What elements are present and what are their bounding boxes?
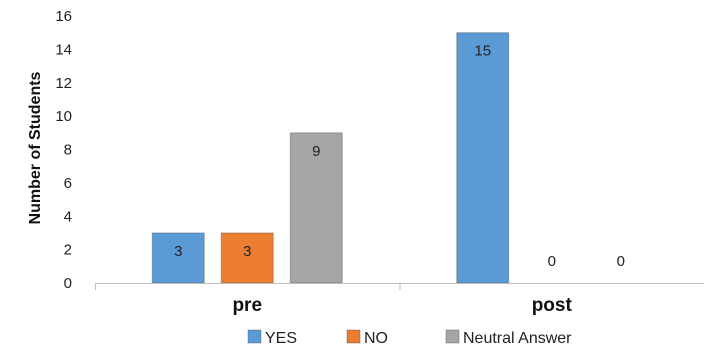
y-tick-label: 16 bbox=[55, 8, 72, 25]
legend-swatch-neutral-answer bbox=[445, 329, 460, 344]
legend-label: Neutral Answer bbox=[463, 330, 572, 347]
data-label: 3 bbox=[243, 243, 251, 260]
data-label: 15 bbox=[474, 43, 491, 60]
bar-post-yes bbox=[456, 32, 510, 284]
category-labels: pre post bbox=[232, 295, 572, 316]
bars-group bbox=[151, 32, 510, 284]
y-tick-label: 2 bbox=[64, 242, 72, 259]
y-axis-label-group: Number of Students bbox=[27, 71, 44, 224]
legend-label: NO bbox=[364, 330, 388, 347]
legend: YES NO Neutral Answer bbox=[247, 329, 572, 347]
legend-swatch-yes bbox=[247, 329, 262, 344]
data-label: 3 bbox=[174, 243, 182, 260]
category-label-pre: pre bbox=[232, 295, 262, 316]
data-labels-group: 3 3 9 15 0 0 bbox=[174, 43, 625, 270]
y-tick-label: 14 bbox=[55, 41, 72, 58]
x-axis bbox=[95, 283, 704, 290]
y-axis-ticks: 0 2 4 6 8 10 12 14 16 bbox=[55, 8, 72, 292]
bar-pre-yes bbox=[151, 232, 205, 284]
data-label: 0 bbox=[617, 253, 625, 270]
data-label: 0 bbox=[548, 253, 556, 270]
y-tick-label: 0 bbox=[64, 275, 72, 292]
y-tick-label: 12 bbox=[55, 75, 72, 92]
y-tick-label: 6 bbox=[64, 175, 72, 192]
legend-label: YES bbox=[265, 330, 297, 347]
data-label: 9 bbox=[312, 143, 320, 160]
bar-pre-no bbox=[220, 232, 274, 284]
y-axis-label: Number of Students bbox=[27, 71, 44, 224]
category-label-post: post bbox=[532, 295, 573, 316]
bar-pre-neutral-answer bbox=[289, 132, 343, 284]
legend-swatch-no bbox=[346, 329, 361, 344]
y-tick-label: 10 bbox=[55, 108, 72, 125]
y-tick-label: 4 bbox=[64, 208, 72, 225]
y-tick-label: 8 bbox=[64, 142, 72, 159]
